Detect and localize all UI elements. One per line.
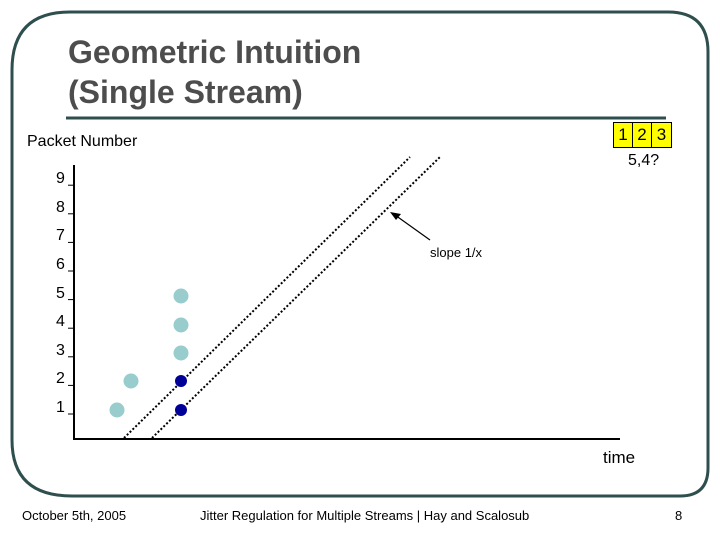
y-tick-label: 7: [56, 227, 65, 245]
y-tick-label: 5: [56, 284, 65, 302]
page-number: 8: [675, 508, 683, 523]
title-line-1: Geometric Intuition: [68, 34, 362, 70]
point-light-1: [109, 402, 125, 418]
title-line-2: (Single Stream): [68, 74, 303, 110]
page-title: Geometric Intuition (Single Stream): [68, 32, 588, 112]
y-axis-label: Packet Number: [27, 133, 138, 150]
bound-line-left: [123, 156, 411, 439]
footer-date: October 5th, 2005: [22, 508, 127, 523]
slide-border: [10, 10, 710, 498]
y-tick-label: 9: [56, 170, 65, 188]
y-tick-label: 1: [56, 399, 65, 416]
footer-title: Jitter Regulation for Multiple Streams |…: [200, 508, 530, 523]
bound-line-right: [151, 156, 441, 439]
packet-box: 1 2 3: [613, 122, 672, 148]
point-dark-1: [175, 404, 187, 416]
point-light-5: [173, 288, 189, 304]
y-tick-marks: [68, 184, 74, 415]
packet-cell: 2: [633, 123, 652, 147]
packet-note: 5,4?: [628, 152, 660, 169]
point-light-3: [173, 345, 189, 361]
point-dark-2: [175, 375, 187, 387]
packet-cell: 1: [614, 123, 633, 147]
y-tick-label: 6: [56, 256, 65, 273]
slope-arrow-head: [390, 212, 401, 220]
y-tick-label: 3: [56, 341, 65, 359]
packet-cell: 3: [652, 123, 671, 147]
slope-label: slope 1/x: [430, 245, 483, 260]
y-tick-label: 2: [56, 370, 65, 388]
slope-arrow: [394, 214, 431, 241]
point-light-4: [173, 317, 189, 333]
x-axis-label: time: [603, 448, 636, 467]
y-tick-label: 4: [56, 313, 65, 331]
point-light-2: [123, 373, 139, 389]
y-tick-label: 8: [56, 198, 65, 216]
